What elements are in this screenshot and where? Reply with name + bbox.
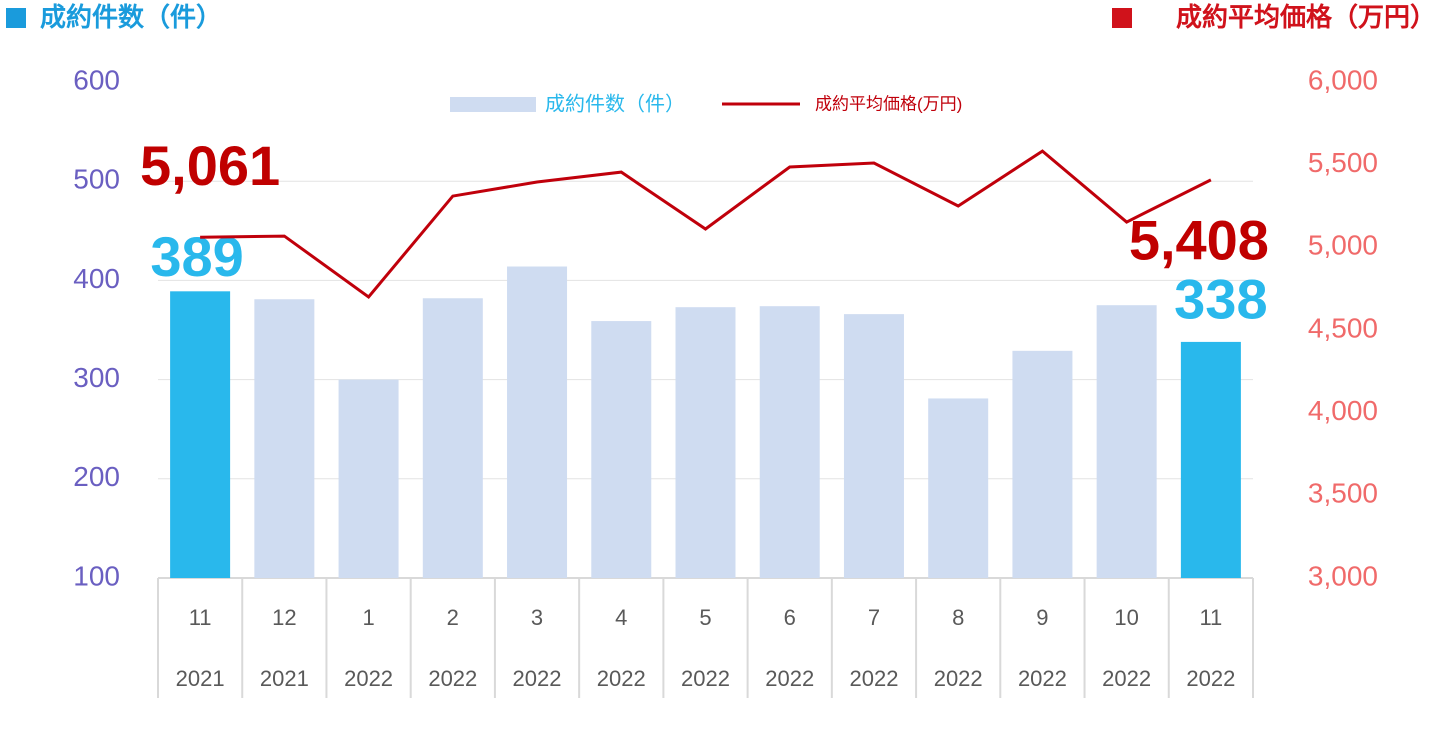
- x-group-label: 2022: [765, 666, 814, 691]
- y-tick-label: 200: [73, 461, 120, 492]
- x-tick-label: 2: [447, 605, 459, 630]
- bar: [507, 266, 568, 578]
- x-tick-label: 6: [784, 605, 796, 630]
- x-tick-label: 8: [952, 605, 964, 630]
- x-tick-label: 11: [1199, 605, 1222, 630]
- left-axis-title: 成約件数（件）: [40, 2, 222, 32]
- x-group-label: 2022: [597, 666, 646, 691]
- y2-tick-label: 5,000: [1308, 230, 1378, 261]
- bar: [1096, 305, 1157, 578]
- bar: [591, 321, 652, 578]
- legend-swatch: [450, 97, 536, 112]
- bar: [843, 314, 904, 578]
- line: [200, 149, 1212, 299]
- bar-value-label: 389: [150, 225, 243, 288]
- line-value-label: 5,408: [1129, 209, 1269, 272]
- x-tick-label: 9: [1036, 605, 1048, 630]
- x-tick-label: 11: [189, 605, 212, 630]
- bar-value-label: 338: [1174, 268, 1267, 331]
- legend-label: 成約平均価格(万円): [815, 94, 962, 113]
- x-group-label: 2021: [176, 666, 225, 691]
- y-tick-label: 600: [73, 64, 120, 95]
- y2-tick-label: 6,000: [1308, 64, 1378, 95]
- y-tick-label: 100: [73, 560, 120, 591]
- bar: [338, 379, 399, 578]
- x-group-label: 2022: [513, 666, 562, 691]
- bar: [254, 299, 315, 578]
- right-axis-title: 成約平均価格（万円）: [1176, 2, 1436, 32]
- x-group-label: 2022: [849, 666, 898, 691]
- x-group-label: 2022: [344, 666, 393, 691]
- y-tick-label: 300: [73, 362, 120, 393]
- left-title-marker: [6, 8, 26, 28]
- y2-tick-label: 3,000: [1308, 560, 1378, 591]
- x-group-label: 2022: [934, 666, 983, 691]
- bar: [1012, 350, 1073, 578]
- x-group-label: 2022: [1018, 666, 1067, 691]
- legend-label: 成約件数（件）: [545, 92, 685, 115]
- x-tick-label: 12: [272, 605, 296, 630]
- x-tick-label: 7: [868, 605, 880, 630]
- bar: [675, 307, 736, 578]
- y-tick-label: 400: [73, 263, 120, 294]
- bar: [422, 298, 483, 578]
- y2-tick-label: 3,500: [1308, 478, 1378, 509]
- y2-tick-label: 4,000: [1308, 395, 1378, 426]
- bar: [759, 306, 820, 578]
- y2-tick-label: 5,500: [1308, 147, 1378, 178]
- right-title-marker: [1112, 8, 1132, 28]
- bar: [170, 291, 231, 578]
- x-tick-label: 3: [531, 605, 543, 630]
- x-tick-label: 4: [615, 605, 627, 630]
- y2-tick-label: 4,500: [1308, 312, 1378, 343]
- x-group-label: 2022: [1102, 666, 1151, 691]
- bar: [928, 398, 989, 578]
- x-tick-label: 5: [699, 605, 711, 630]
- x-group-label: 2022: [1186, 666, 1235, 691]
- x-group-label: 2022: [428, 666, 477, 691]
- x-tick-label: 1: [362, 605, 374, 630]
- x-group-label: 2022: [681, 666, 730, 691]
- x-group-label: 2021: [260, 666, 309, 691]
- bar: [1180, 341, 1241, 578]
- line-value-label: 5,061: [140, 134, 280, 197]
- x-tick-label: 10: [1114, 605, 1138, 630]
- y-tick-label: 500: [73, 164, 120, 195]
